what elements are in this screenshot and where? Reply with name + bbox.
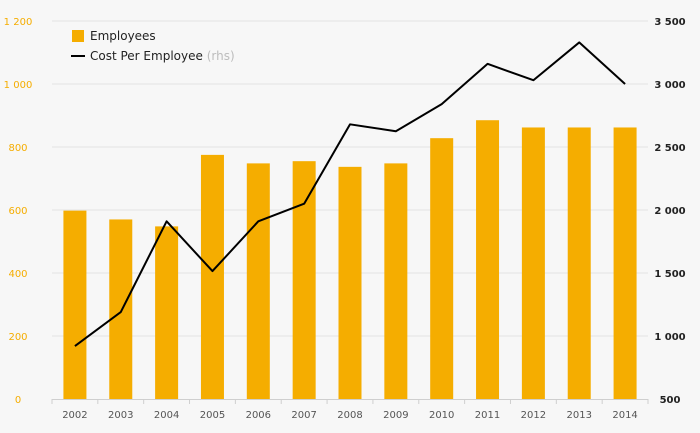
bar-employees-2003 xyxy=(109,219,133,399)
legend-label-cost: Cost Per Employee (rhs) xyxy=(90,49,235,63)
axes: 0 200 400 600 800 1 000 1 200 500 1 000 1 500 2 00… xyxy=(4,17,686,421)
x-tick-label: 2007 xyxy=(291,410,316,421)
y-right-tick-label: 3 500 xyxy=(654,17,685,28)
bar-employees-2013 xyxy=(567,127,591,399)
bar-employees-2005 xyxy=(200,154,224,399)
x-tick-label: 2004 xyxy=(154,410,179,421)
line-cost-per-employee xyxy=(74,41,626,347)
legend-label-employees: Employees xyxy=(90,29,156,43)
legend-note-rhs: (rhs) xyxy=(207,49,235,63)
bar-employees-2009 xyxy=(384,163,408,399)
x-tick-label: 2011 xyxy=(475,410,500,421)
y-right-tick-label: 1 500 xyxy=(654,269,685,280)
y-right-tick-label: 2 000 xyxy=(654,206,685,217)
line-series xyxy=(74,41,626,347)
x-tick-label: 2008 xyxy=(337,410,362,421)
bar-employees-2007 xyxy=(292,161,316,399)
bar-employees-2002 xyxy=(63,210,87,399)
x-tick-label: 2009 xyxy=(383,410,408,421)
y-left-tick-label: 800 xyxy=(8,143,27,154)
x-tick-label: 2003 xyxy=(108,410,133,421)
x-tick-label: 2002 xyxy=(62,410,87,421)
y-left-tick-label: 1 200 xyxy=(4,17,33,28)
x-tick-label: 2006 xyxy=(246,410,271,421)
y-right-tick-label: 1 000 xyxy=(654,332,685,343)
y-left-tick-label: 200 xyxy=(8,332,27,343)
x-tick-label: 2012 xyxy=(521,410,546,421)
bar-employees-2010 xyxy=(430,138,454,399)
bar-employees-2006 xyxy=(246,163,270,399)
x-tick-label: 2013 xyxy=(567,410,592,421)
x-tick-label: 2010 xyxy=(429,410,454,421)
bar-employees-2004 xyxy=(155,226,179,399)
y-right-tick-label: 3 000 xyxy=(654,80,685,91)
bar-employees-2011 xyxy=(476,120,500,399)
x-tick-label: 2014 xyxy=(612,410,637,421)
legend: Employees Cost Per Employee (rhs) xyxy=(71,29,235,63)
y-left-tick-label: 1 000 xyxy=(4,80,33,91)
y-right-tick-label: 500 xyxy=(660,395,681,406)
bar-employees-2008 xyxy=(338,166,362,399)
y-right-tick-label: 2 500 xyxy=(654,143,685,154)
y-left-tick-label: 600 xyxy=(8,206,27,217)
y-left-tick-label: 0 xyxy=(15,395,21,406)
y-left-tick-label: 400 xyxy=(8,269,27,280)
x-tick-label: 2005 xyxy=(200,410,225,421)
bar-employees-2012 xyxy=(521,127,545,399)
bar-employees-2014 xyxy=(613,127,637,399)
legend-swatch-employees xyxy=(72,30,84,42)
bar-series xyxy=(63,120,637,399)
